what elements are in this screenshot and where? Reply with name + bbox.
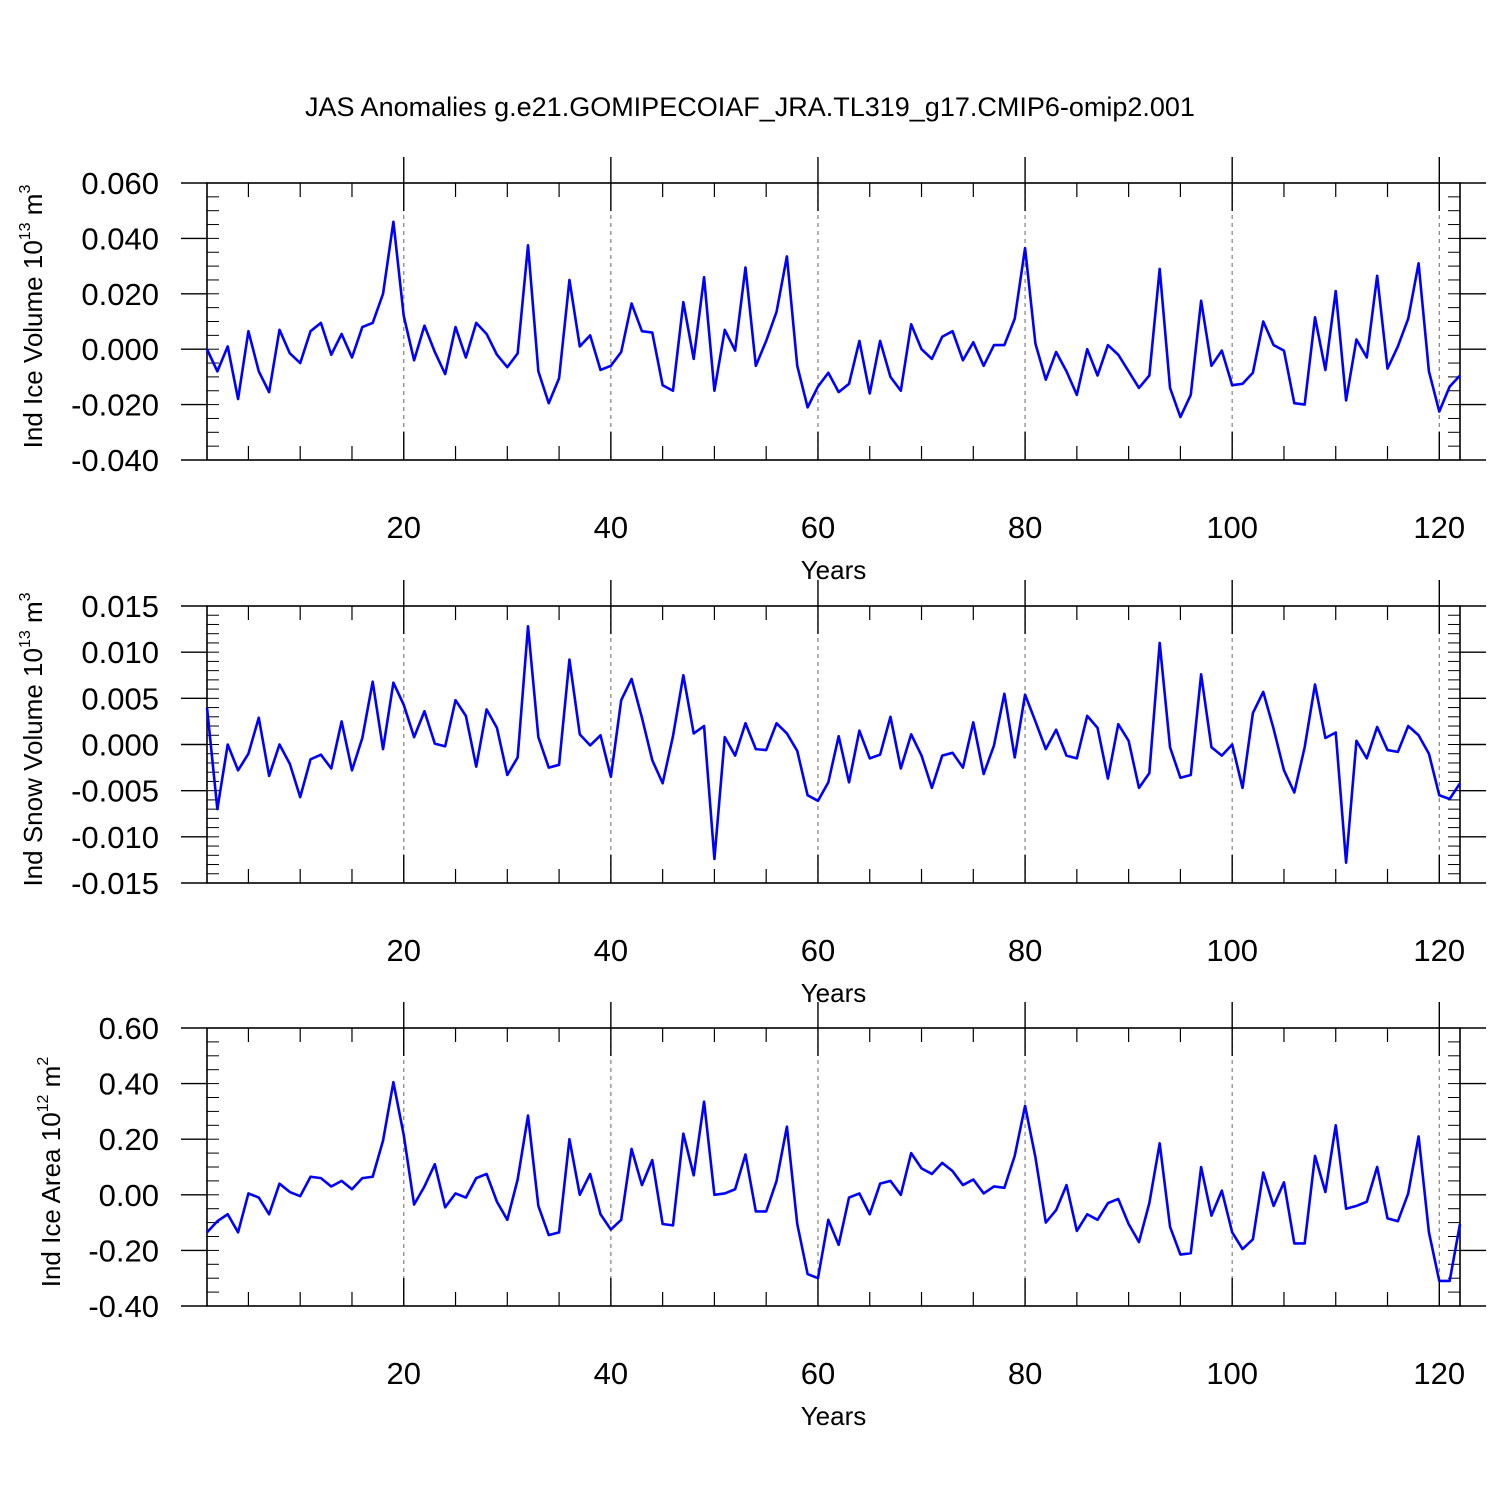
- x-tick-label: 100: [1206, 510, 1258, 545]
- x-tick-label: 40: [594, 1356, 628, 1391]
- y-axis-label-part: m: [18, 601, 48, 630]
- series-line: [205, 625, 1462, 864]
- y-tick-label: 0.60: [99, 1011, 159, 1046]
- y-tick-label: -0.40: [88, 1289, 159, 1324]
- x-tick-label: 80: [1008, 933, 1042, 968]
- x-tick-label: 60: [801, 510, 835, 545]
- x-tick-label: 100: [1206, 1356, 1258, 1391]
- x-axis-label: Years: [801, 1401, 867, 1431]
- y-axis-label: Ind Ice Volume 1013 m3: [17, 185, 48, 449]
- y-tick-label: 0.060: [81, 166, 159, 201]
- y-axis-label-part: Ind Ice Volume 10: [18, 240, 48, 448]
- y-tick-label: -0.005: [71, 774, 159, 809]
- y-axis-label-part: m: [36, 1066, 66, 1095]
- x-tick-label: 20: [387, 933, 421, 968]
- y-tick-label: 0.005: [81, 681, 159, 716]
- y-tick-label: 0.020: [81, 277, 159, 312]
- x-axis-label: Years: [801, 978, 867, 1008]
- x-axis-label: Years: [801, 555, 867, 585]
- x-tick-label: 40: [594, 933, 628, 968]
- x-tick-label: 40: [594, 510, 628, 545]
- y-tick-label: 0.40: [99, 1067, 159, 1102]
- y-axis-label-part: m: [18, 194, 48, 223]
- y-axis-label-part: Ind Snow Volume 10: [18, 648, 48, 887]
- y-axis-label-part: Ind Ice Area 10: [36, 1112, 66, 1287]
- plot-frame: [206, 1027, 1461, 1307]
- y-axis-label-superscript: 2: [35, 1057, 52, 1066]
- x-tick-label: 100: [1206, 933, 1258, 968]
- chart-title: JAS Anomalies g.e21.GOMIPECOIAF_JRA.TL31…: [305, 92, 1195, 122]
- y-tick-label: 0.000: [81, 728, 159, 763]
- y-axis-label: Ind Ice Area 1012 m2: [35, 1057, 66, 1288]
- y-axis-label-superscript: 3: [17, 592, 34, 601]
- y-tick-label: 0.20: [99, 1122, 159, 1157]
- y-axis-label-superscript: 13: [17, 222, 34, 240]
- y-tick-label: 0.000: [81, 332, 159, 367]
- y-axis-label: Ind Snow Volume 1013 m3: [17, 592, 48, 886]
- y-tick-label: -0.010: [71, 820, 159, 855]
- panel-1: 20 40 60 80 100 120 -0.040 -0.020 0.000 0.020 0.04…: [17, 157, 1486, 585]
- y-tick-label: 0.010: [81, 635, 159, 670]
- y-tick-label: 0.040: [81, 221, 159, 256]
- panel-3: 20 40 60 80 100 120 -0.40 -0.20 0.00 0.20 0.40 0.60…: [35, 1002, 1486, 1431]
- plot-frame: [206, 182, 1461, 461]
- plot-frame: [206, 605, 1461, 884]
- x-tick-label: 120: [1413, 1356, 1465, 1391]
- y-axis-label-superscript: 3: [17, 185, 34, 194]
- series-line: [205, 220, 1461, 419]
- y-tick-label: 0.015: [81, 589, 159, 624]
- x-tick-label: 20: [387, 510, 421, 545]
- y-tick-label: -0.020: [71, 388, 159, 423]
- y-tick-label: 0.00: [99, 1178, 159, 1213]
- x-tick-label: 60: [801, 933, 835, 968]
- y-tick-label: -0.015: [71, 866, 159, 901]
- y-tick-label: -0.20: [88, 1233, 159, 1268]
- y-axis-label-superscript: 13: [17, 630, 34, 648]
- x-tick-label: 60: [801, 1356, 835, 1391]
- x-tick-label: 80: [1008, 510, 1042, 545]
- panel-2: 20 40 60 80 100 120 -0.015 -0.010 -0.005 0.000 0.0…: [17, 580, 1486, 1008]
- y-tick-label: -0.040: [71, 443, 159, 478]
- x-tick-label: 120: [1413, 510, 1465, 545]
- series-line: [206, 1080, 1462, 1283]
- x-tick-label: 80: [1008, 1356, 1042, 1391]
- x-tick-label: 120: [1413, 933, 1465, 968]
- y-axis-label-superscript: 12: [35, 1094, 52, 1112]
- x-tick-label: 20: [387, 1356, 421, 1391]
